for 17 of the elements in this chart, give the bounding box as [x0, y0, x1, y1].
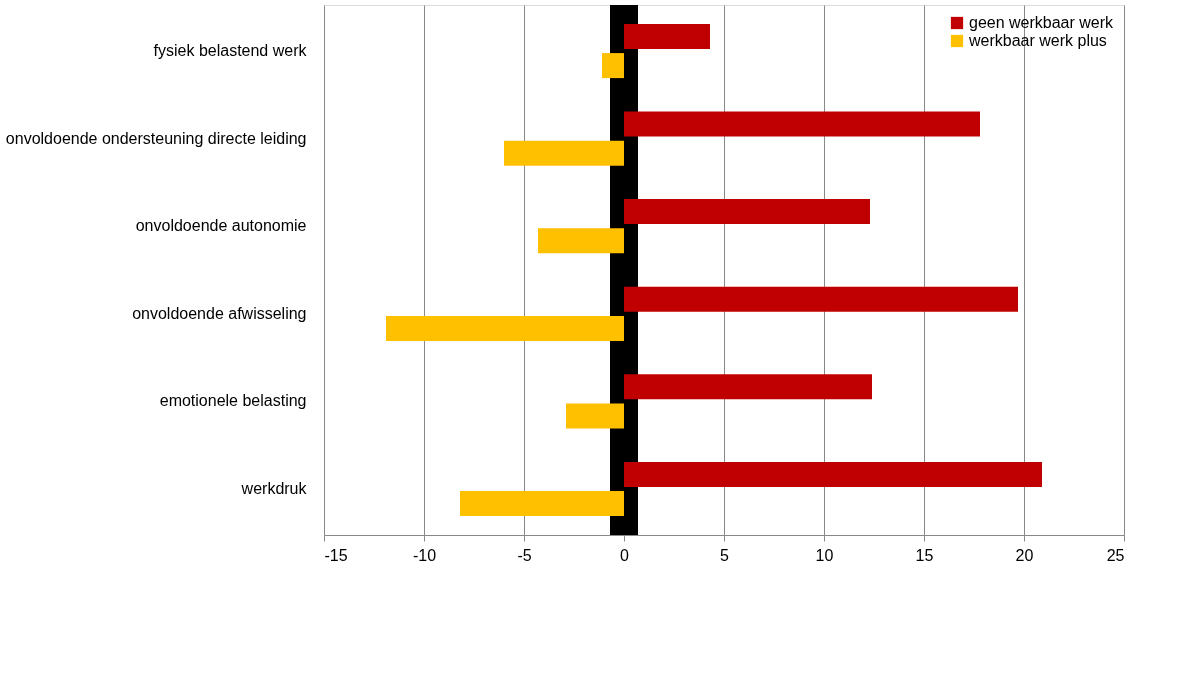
x-tick-label: 5: [720, 546, 730, 564]
legend-label: werkbaar werk plus: [968, 32, 1107, 49]
x-tick-label: 20: [1015, 546, 1034, 564]
x-tick-label: 15: [915, 546, 934, 564]
x-tick-label: -15: [324, 546, 348, 564]
y-tick-label: fysiek belastend werk: [153, 41, 308, 59]
x-tick-label: 25: [1106, 546, 1125, 564]
legend-label: geen werkbaar werk: [969, 14, 1115, 31]
y-tick-label: onvoldoende ondersteuning directe leiding: [5, 129, 307, 147]
y-tick-label: emotionele belasting: [159, 392, 307, 410]
x-tick-label: -10: [412, 546, 437, 564]
y-tick-label: werkdruk: [240, 480, 308, 498]
x-tick-label: 10: [815, 546, 834, 564]
y-tick-label: onvoldoende autonomie: [135, 217, 307, 235]
y-tick-label: onvoldoende afwisseling: [132, 304, 307, 322]
x-tick-label: 0: [620, 546, 630, 564]
x-tick-label: -5: [517, 546, 532, 564]
